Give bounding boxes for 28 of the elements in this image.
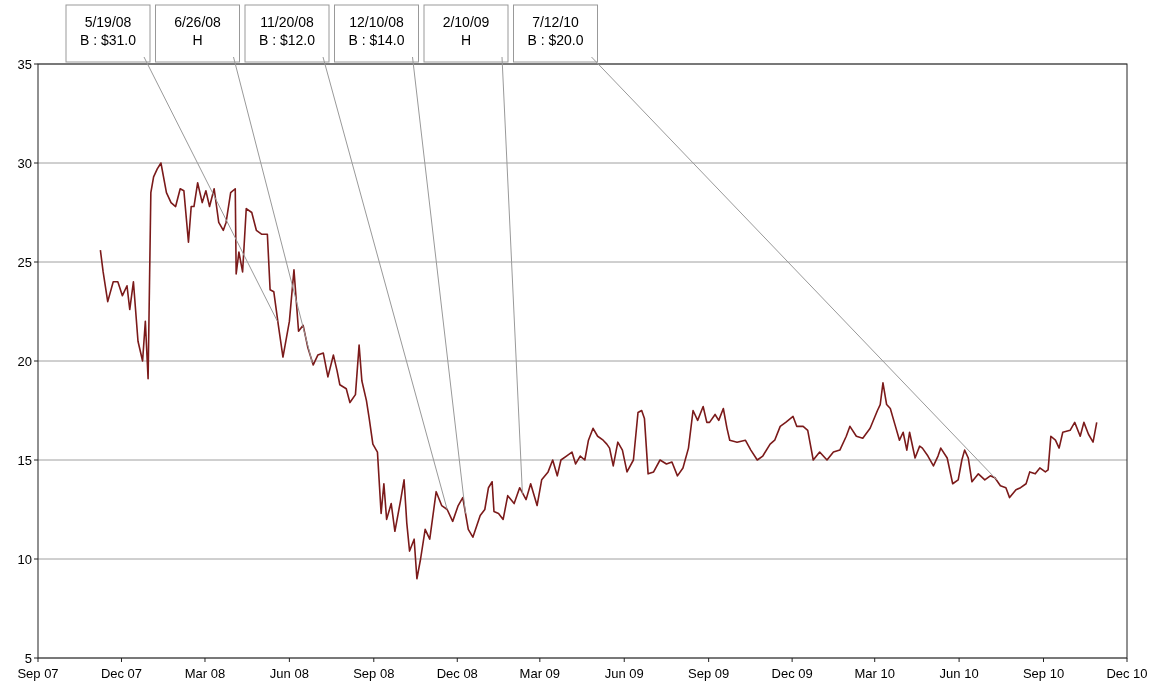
y-tick-label: 10	[17, 551, 32, 567]
annotation: 6/26/08 H	[174, 14, 222, 48]
annotation: 2/10/09 H	[442, 14, 490, 48]
x-tick-label: Dec 10	[1106, 666, 1148, 681]
y-tick-label: 35	[17, 56, 32, 72]
annotation: 5/19/08 B : $31.0	[79, 14, 137, 48]
x-tick-label: Mar 09	[519, 666, 561, 681]
line-series	[99, 162, 1098, 580]
x-tick-label: Jun 08	[269, 666, 309, 681]
y-tick-label: 15	[17, 452, 32, 468]
y-tick-label: 30	[17, 155, 32, 171]
x-tick-label: Sep 09	[688, 666, 730, 681]
y-tick-label: 25	[17, 254, 32, 270]
x-tick-label: Sep 07	[17, 666, 59, 681]
x-tick-label: Sep 10	[1022, 666, 1065, 681]
x-tick-label: Jun 09	[604, 666, 644, 681]
y-tick-label: 20	[17, 353, 32, 369]
annotation: 7/12/10 B : $20.0	[527, 14, 584, 48]
x-tick-label: Mar 10	[854, 666, 895, 681]
x-tick-label: Dec 07	[100, 666, 143, 681]
x-tick-label: Dec 08	[436, 666, 478, 681]
x-tick-label: Sep 08	[353, 666, 395, 681]
x-tick-label: Dec 09	[771, 666, 813, 681]
x-tick-label: Jun 10	[939, 666, 979, 681]
annotation: 11/20/08 B : $12.0	[258, 14, 316, 48]
x-tick-label: Mar 08	[184, 666, 226, 681]
annotation: 12/10/08 B : $14.0	[348, 14, 405, 48]
y-tick-label: 5	[24, 650, 32, 666]
